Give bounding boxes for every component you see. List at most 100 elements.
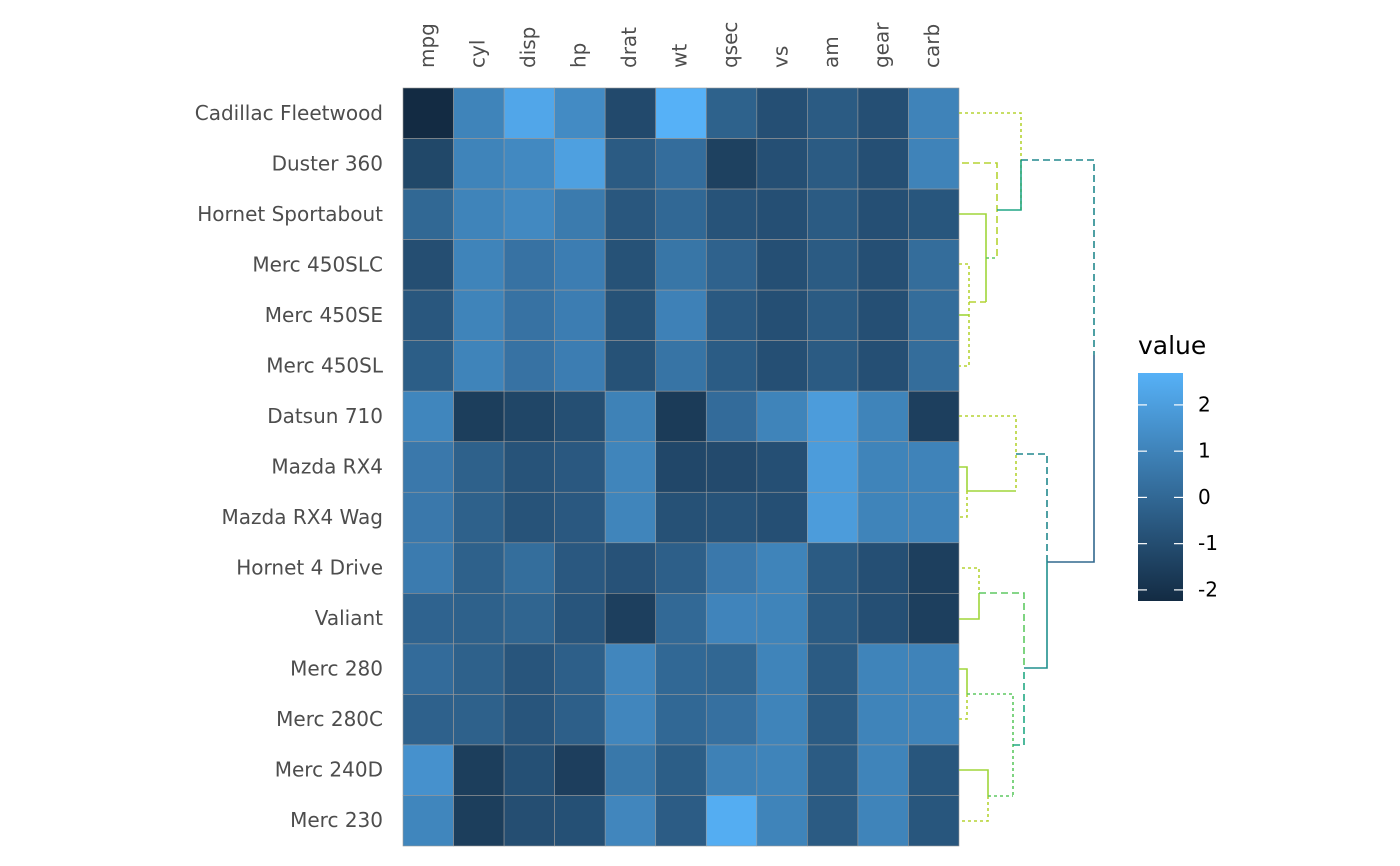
row-label: Mazda RX4 — [271, 455, 383, 479]
heatmap-cell — [453, 289, 505, 341]
heatmap-cell — [705, 188, 758, 240]
heatmap-cell — [807, 441, 859, 493]
row-label: Cadillac Fleetwood — [195, 101, 383, 125]
heatmap-cell — [503, 694, 555, 746]
heatmap-cell — [857, 441, 909, 493]
heatmap-cell — [453, 188, 505, 240]
heatmap-cell — [807, 188, 859, 240]
column-label: cyl — [465, 40, 489, 68]
dendro-branch — [959, 694, 968, 720]
colorbar-tick-label: 0 — [1198, 485, 1211, 509]
row-label: Duster 360 — [272, 151, 383, 175]
heatmap-cell — [705, 491, 758, 544]
heatmap-cell — [554, 340, 606, 392]
heatmap-cell — [503, 744, 555, 796]
row-label: Datsun 710 — [267, 404, 383, 428]
dendro-branch — [959, 466, 1016, 492]
heatmap-cell — [453, 491, 505, 544]
heatmap-cell — [655, 441, 707, 493]
heatmap-cell — [402, 744, 454, 796]
heatmap-cell — [756, 795, 808, 847]
heatmap-cell — [453, 87, 505, 139]
heatmap-cell — [756, 340, 808, 392]
heatmap-cell — [807, 138, 859, 190]
heatmap-cell — [604, 188, 657, 240]
dendro-branch — [959, 491, 968, 518]
heatmap-cell — [604, 289, 657, 341]
heatmap-cell — [554, 744, 606, 796]
heatmap-cell — [807, 643, 859, 695]
dendro-branch — [1013, 668, 1025, 746]
heatmap-cell — [705, 593, 758, 645]
dendro-branch — [1047, 355, 1095, 563]
heatmap-cell — [604, 694, 657, 746]
heatmap-cell — [655, 289, 707, 341]
heatmap-cell — [655, 491, 707, 544]
heatmap-cell — [604, 239, 657, 291]
heatmap-cell — [554, 694, 606, 746]
column-label: drat — [617, 27, 641, 68]
heatmap-cell — [503, 795, 555, 847]
heatmap-cell — [402, 239, 454, 291]
heatmap-cell — [503, 188, 555, 240]
heatmap-cell — [857, 239, 909, 291]
colorbar-tick-label: 2 — [1198, 392, 1211, 416]
heatmap-cell — [554, 542, 606, 594]
heatmap-cell — [908, 87, 960, 139]
heatmap-cell — [908, 694, 960, 746]
colorbar-tick-label: -2 — [1198, 577, 1218, 601]
dendro-branch — [1016, 453, 1048, 562]
heatmap-cell — [604, 491, 657, 544]
heatmap-cell — [908, 542, 960, 594]
heatmap-cell — [705, 289, 758, 341]
row-label: Merc 450SLC — [252, 252, 383, 276]
heatmap-cell — [453, 744, 505, 796]
row-label: Merc 240D — [275, 758, 383, 782]
heatmap-cell — [807, 542, 859, 594]
colorbar-tick-label: -1 — [1198, 531, 1218, 555]
legend: value -2 -1 0 1 2 — [1138, 331, 1218, 601]
heatmap-cell — [554, 289, 606, 341]
dendro-branch — [959, 593, 980, 620]
heatmap-cell — [453, 340, 505, 392]
heatmap-cell — [402, 491, 454, 544]
heatmap-cell — [655, 390, 707, 443]
heatmap-cell — [604, 795, 657, 847]
heatmap-cell — [908, 239, 960, 291]
heatmap-cell — [705, 744, 758, 796]
heatmap-cell — [857, 643, 909, 695]
heatmap-cell — [857, 593, 909, 645]
dendro-branch — [979, 592, 1025, 668]
column-label: disp — [516, 27, 540, 68]
heatmap-cell — [655, 188, 707, 240]
heatmap-cell — [554, 491, 606, 544]
heatmap-cells — [402, 87, 960, 847]
heatmap-cell — [908, 643, 960, 695]
heatmap-cell — [503, 593, 555, 645]
heatmap-cell — [908, 390, 960, 443]
heatmap-cell — [908, 441, 960, 493]
heatmap-cell — [402, 87, 454, 139]
heatmap-cell — [655, 239, 707, 291]
heatmap-cell — [503, 542, 555, 594]
heatmap-cell — [655, 795, 707, 847]
dendro-branch — [959, 769, 989, 796]
legend-title: value — [1138, 331, 1206, 360]
heatmap-cell — [857, 138, 909, 190]
heatmap-cell — [453, 138, 505, 190]
heatmap-cell — [756, 694, 808, 746]
heatmap-cell — [554, 795, 606, 847]
heatmap-cell — [705, 441, 758, 493]
heatmap-cell — [756, 441, 808, 493]
heatmap-cell — [908, 289, 960, 341]
heatmap-cell — [756, 744, 808, 796]
heatmap-cell — [857, 340, 909, 392]
heatmap-cell — [705, 87, 758, 139]
heatmap-cell — [604, 340, 657, 392]
heatmap-cell — [756, 390, 808, 443]
heatmap-cell — [756, 542, 808, 594]
heatmap-cell — [908, 744, 960, 796]
heatmap-cell — [857, 542, 909, 594]
heatmap-cell — [453, 441, 505, 493]
heatmap-cell — [655, 593, 707, 645]
